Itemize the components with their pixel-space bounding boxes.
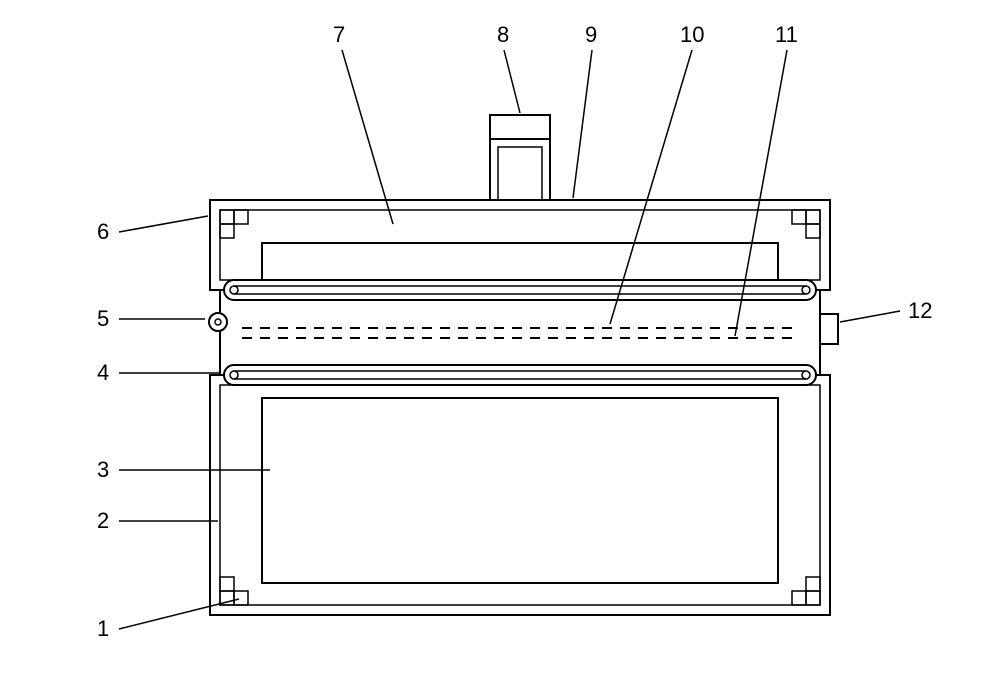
top-casing-outer — [210, 200, 830, 290]
leader-12 — [840, 311, 900, 322]
side-port — [209, 313, 227, 331]
label-7: 7 — [333, 22, 345, 47]
label-9: 9 — [585, 22, 597, 47]
leader-9 — [573, 50, 592, 198]
bottom-casing-outer — [210, 375, 830, 615]
label-2: 2 — [97, 508, 109, 533]
lower-roller-belt-outer — [224, 365, 816, 385]
label-6: 6 — [97, 219, 109, 244]
upper-roller-belt-outer — [224, 280, 816, 300]
leader-8 — [504, 50, 520, 113]
label-12: 12 — [908, 298, 932, 323]
middle-housing — [220, 290, 820, 375]
label-4: 4 — [97, 360, 109, 385]
label-11: 11 — [775, 22, 798, 47]
label-10: 10 — [680, 22, 704, 47]
side-tab — [820, 314, 838, 344]
label-3: 3 — [97, 457, 109, 482]
technical-diagram — [209, 115, 838, 615]
leader-7 — [342, 50, 393, 224]
label-5: 5 — [97, 306, 109, 331]
label-8: 8 — [497, 22, 509, 47]
leader-6 — [119, 216, 208, 232]
chimney-outer — [490, 115, 550, 200]
label-1: 1 — [97, 616, 109, 641]
